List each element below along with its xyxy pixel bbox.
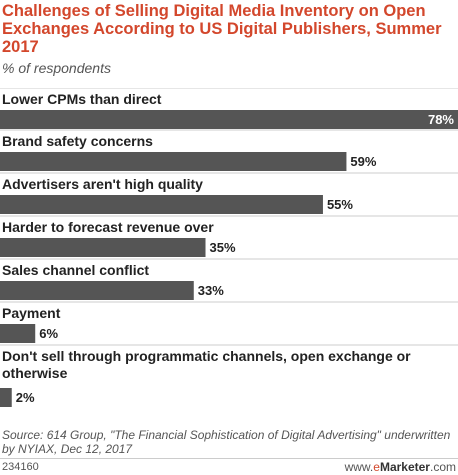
bar (0, 195, 323, 214)
category-label: Advertisers aren't high quality (2, 176, 203, 192)
value-label: 78% (428, 112, 454, 127)
footer-divider (0, 458, 458, 459)
category-label: otherwise (2, 365, 68, 381)
source-note: Source: 614 Group, "The Financial Sophis… (2, 428, 451, 456)
category-label: Payment (2, 305, 61, 321)
bar (0, 324, 36, 343)
value-label: 55% (327, 197, 353, 212)
value-label: 6% (39, 326, 58, 341)
value-label: 33% (198, 283, 224, 298)
chart-title: Challenges of Selling Digital Media Inve… (2, 2, 442, 56)
category-label: Sales channel conflict (2, 262, 149, 278)
bar-chart: Lower CPMs than direct 78% Brand safety co… (0, 88, 458, 407)
bar (0, 238, 206, 257)
value-label: 35% (210, 240, 236, 255)
category-label: Harder to forecast revenue over (2, 219, 214, 235)
bar (0, 110, 458, 129)
chart-id: 234160 (2, 461, 39, 473)
category-label: Lower CPMs than direct (2, 91, 162, 107)
category-label: Brand safety concerns (2, 133, 153, 149)
chart-subtitle: % of respondents (2, 60, 111, 76)
bar (0, 388, 12, 407)
value-label: 2% (16, 390, 35, 405)
category-label: Don't sell through programmatic channels… (2, 348, 411, 364)
bar (0, 152, 347, 171)
bar (0, 281, 194, 300)
value-label: 59% (350, 154, 376, 169)
brand-logo: www.eMarketer.com (344, 460, 456, 474)
